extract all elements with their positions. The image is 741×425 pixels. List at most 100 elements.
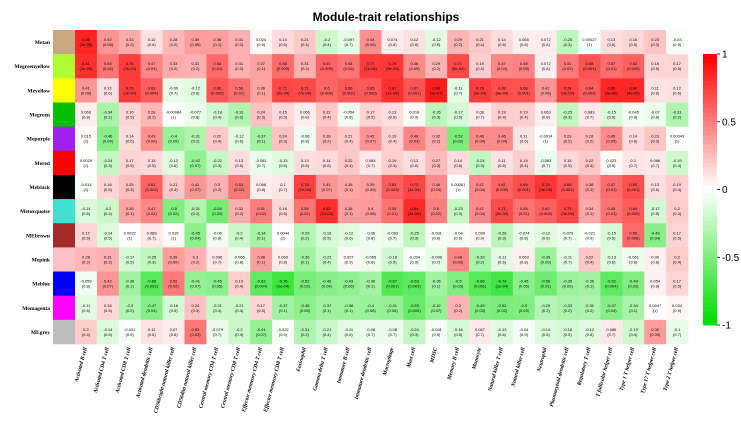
heatmap-cell-rect	[96, 174, 120, 200]
cell-pvalue-label: (0.005)	[627, 66, 640, 71]
heatmap-cell-rect	[644, 271, 667, 296]
cell-correlation-label: 0.55	[520, 206, 529, 211]
heatmap-cell-rect	[666, 319, 689, 345]
heatmap-cell: 0.0047(1)	[644, 295, 667, 321]
cell-pvalue-label: (4e-04)	[408, 187, 422, 192]
heatmap-cell: 0.36(0.1)	[118, 199, 141, 224]
heatmap-cell: -0.25(0.3)	[403, 223, 426, 248]
heatmap-cell: -0.079(0.7)	[556, 223, 579, 248]
cell-correlation-label: -0.59	[410, 303, 420, 308]
cell-pvalue-label: (0.02)	[168, 211, 179, 216]
cell-correlation-label: 0.38	[345, 206, 354, 211]
heatmap-cell-rect	[96, 271, 120, 296]
cell-pvalue-label: (0.01)	[387, 211, 398, 216]
heatmap-cell-rect	[315, 271, 339, 296]
heatmap-cell: -0.097(0.7)	[337, 30, 360, 55]
chart-title: Module-trait relationships	[313, 10, 460, 24]
cell-pvalue-label: (0.8)	[651, 115, 660, 120]
heatmap-cell-rect	[162, 295, 185, 321]
heatmap-cell-rect	[272, 102, 295, 127]
heatmap-cell-rect	[162, 150, 185, 176]
cell-pvalue-label: (0.3)	[191, 308, 200, 313]
cell-correlation-label: 0.31	[235, 37, 244, 42]
heatmap-cell: -0.4(0.09)	[162, 126, 185, 152]
colorbar-segment	[703, 175, 717, 181]
cell-correlation-label: 0.69	[520, 182, 529, 187]
cell-correlation-label: 0.19	[498, 110, 507, 115]
heatmap-cell: -0.12(0.6)	[534, 223, 557, 248]
cell-correlation-label: 0.2	[674, 206, 680, 211]
heatmap-cell: 0.48(0.03)	[403, 126, 426, 152]
heatmap-cell-rect	[578, 126, 601, 152]
heatmap-cell: -0.5(0.02)	[162, 199, 185, 224]
cell-pvalue-label: (5e-04)	[495, 211, 509, 216]
heatmap-cell: -0.2(0.4)	[315, 30, 339, 55]
heatmap-cell-rect	[162, 319, 185, 345]
cell-correlation-label: 0.66	[213, 85, 222, 90]
heatmap-cell-rect	[315, 150, 339, 176]
cell-pvalue-label: (0.3)	[104, 163, 113, 168]
heatmap-cell: 0.68(0.001)	[556, 174, 579, 200]
colorbar-segment	[703, 288, 717, 294]
cell-correlation-label: 0.29	[454, 37, 463, 42]
heatmap-cell-rect	[228, 271, 251, 296]
column-label: Central memory CD4 T cell	[198, 347, 220, 410]
heatmap-cell-rect	[644, 30, 667, 55]
heatmap-cell: 0.17(0.5)	[666, 54, 689, 79]
heatmap-cell-rect	[403, 319, 426, 345]
cell-correlation-label: 0.066	[300, 110, 311, 115]
heatmap-cell: -0.34(0.1)	[622, 295, 645, 321]
heatmap-cell-rect	[206, 199, 229, 224]
cell-correlation-label: 0.065	[519, 37, 530, 42]
cell-pvalue-label: (0.6)	[607, 42, 616, 47]
heatmap-cell: 0.24(0.3)	[184, 295, 207, 321]
heatmap-cell-rect	[666, 199, 689, 224]
cell-pvalue-label: (0.02)	[190, 332, 201, 337]
cell-pvalue-label: (0.4)	[520, 115, 529, 120]
cell-pvalue-label: (0.3)	[476, 163, 485, 168]
cell-pvalue-label: (0.04)	[650, 235, 661, 240]
heatmap-cell-rect	[228, 78, 251, 103]
cell-pvalue-label: (0.03)	[453, 284, 464, 289]
cell-pvalue-label: (0.6)	[454, 163, 463, 168]
cell-correlation-label: 0.34	[586, 206, 595, 211]
cell-correlation-label: -0.06	[300, 134, 310, 139]
cell-pvalue-label: (0.9)	[126, 332, 135, 337]
heatmap-cell: 0.3(0.2)	[206, 174, 229, 200]
cell-pvalue-label: (0.7)	[257, 163, 266, 168]
cell-correlation-label: 0.31	[104, 254, 113, 259]
cell-correlation-label: -0.49	[475, 303, 485, 308]
heatmap-cell-rect	[469, 295, 492, 321]
heatmap-cell: 0.36(0.1)	[250, 78, 273, 103]
heatmap-cell: 0.14(0.6)	[490, 30, 514, 55]
cell-pvalue-label: (0.5)	[607, 235, 616, 240]
heatmap-cell: -0.09(0.7)	[162, 78, 185, 103]
colorbar-segment	[703, 94, 717, 100]
heatmap-cell: 0.28(0.2)	[75, 247, 98, 272]
cell-correlation-label: 0.13	[651, 182, 660, 187]
cell-correlation-label: -0.31	[672, 110, 682, 115]
cell-pvalue-label: (0.6)	[301, 163, 310, 168]
cell-pvalue-label: (0.7)	[673, 332, 682, 337]
heatmap-cell-rect	[293, 150, 317, 176]
heatmap-cell: 0.13(0.6)	[600, 30, 623, 55]
colorbar-segment	[703, 311, 717, 317]
cell-pvalue-label: (0.4)	[585, 259, 594, 264]
heatmap-cell-rect	[315, 295, 339, 321]
heatmap-cell: 0.17(0.5)	[359, 102, 382, 127]
cell-pvalue-label: (0.4)	[104, 211, 113, 216]
cell-correlation-label: 0.36	[257, 85, 266, 90]
heatmap-cell: 0.72(5e-04)	[272, 78, 295, 103]
heatmap-cell-rect	[490, 223, 514, 248]
cell-pvalue-label: (5e-04)	[277, 90, 291, 95]
heatmap-cell-rect	[228, 247, 251, 272]
cell-pvalue-label: (0.9)	[432, 332, 441, 337]
cell-correlation-label: -0.33	[475, 254, 485, 259]
heatmap-cell: -0.03(0.9)	[666, 30, 689, 55]
heatmap-cell-rect	[600, 78, 623, 103]
cell-pvalue-label: (4e-06)	[408, 211, 422, 216]
heatmap-cell: 0.072(0.8)	[534, 30, 557, 55]
heatmap-cell: 0.38(0.1)	[206, 30, 229, 55]
cell-pvalue-label: (0.6)	[410, 163, 419, 168]
cell-correlation-label: 0.28	[148, 110, 157, 115]
